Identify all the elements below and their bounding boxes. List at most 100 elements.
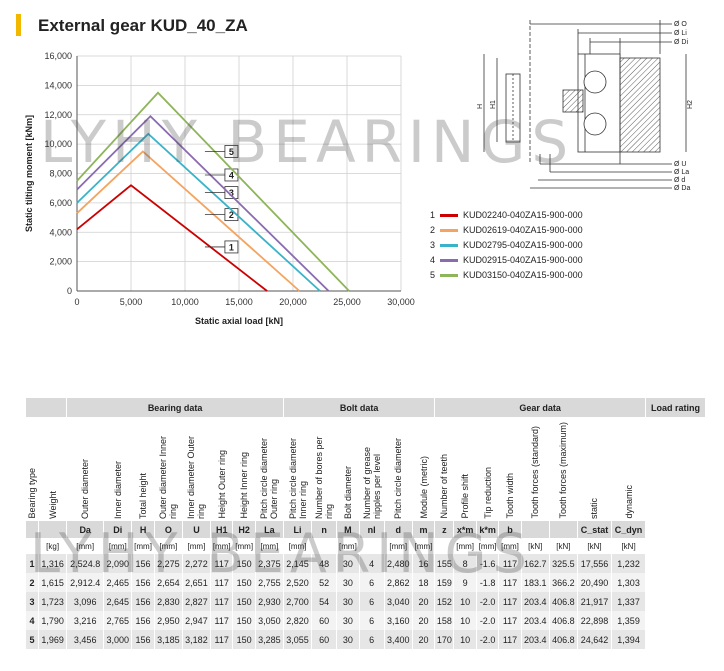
table-row: 3 1,723 3,096 2,645 156 2,830 2,827 117 150 2,930… [26,592,706,611]
table-unit [359,538,385,554]
table-symbol: d [384,521,413,538]
table-unit: [mm] [182,538,212,554]
table-symbol: k*m [476,521,500,538]
table-cell: 3,040 [384,592,413,611]
legend-swatch [440,274,458,277]
table-column-header: static [577,417,613,521]
table-unit: [kN] [577,538,613,554]
table-symbol [521,521,550,538]
table-unit: [kN] [611,538,647,554]
table-cell: 17,556 [577,554,613,573]
table-symbol: m [412,521,436,538]
chart-legend: 1 KUD02240-040ZA15-900-000 2 KUD02619-04… [430,208,583,283]
legend-text: KUD02240-040ZA15-900-000 [463,210,583,220]
table-cell: 30 [336,554,360,573]
table-unit: [mm] [336,538,360,554]
table-cell: 2,862 [384,573,413,592]
table-cell: 6 [359,573,385,592]
table-cell: 203.4 [521,630,550,649]
table-symbol: H1 [210,521,234,538]
table-cell: 3,050 [255,611,284,630]
table-cell: 2,145 [283,554,313,573]
table-column-header: Tip reduction [476,417,500,521]
table-cell: 30 [336,630,360,649]
legend-swatch [440,214,458,217]
table-cell: 2,480 [384,554,413,573]
dim-label-u: Ø U [674,161,686,168]
table-cell: 3,182 [182,630,212,649]
table-cell: 170 [434,630,455,649]
table-column-header: Module (metric) [412,417,436,521]
series-label-box [224,145,239,158]
table-column-header-label: Module (metric) [418,456,429,519]
table-column-header-label: Total height [138,472,149,519]
table-cell: 30 [336,573,360,592]
table-unit: [mm] [283,538,313,554]
table-cell: 117 [498,630,522,649]
y-tick-label: 6,000 [49,198,72,208]
table-column-header: Height Outer ring [210,417,234,521]
table-cell: 1,337 [611,592,647,611]
dim-label-li: Ø Li [674,30,687,37]
series-line-3 [76,132,321,292]
table-column-header-label: dynamic [623,485,634,519]
table-row: 1 1,316 2,524.8 2,090 156 2,275 2,272 117 150 2,3… [26,554,706,573]
table-column-header-label: Tip reduction [482,467,493,519]
table-column-header: dynamic [611,417,647,521]
table-cell: -2.0 [476,592,500,611]
table-cell: -2.0 [476,630,500,649]
table-cell: 22,898 [577,611,613,630]
table-cell: 1 [26,554,40,573]
table-cell: 117 [498,573,522,592]
table-column-header-label: Inner diameter [112,460,123,519]
y-tick-label: 14,000 [44,80,72,90]
table-cell: 406.8 [549,592,578,611]
table-cell: 52 [311,573,338,592]
series-line-1 [76,184,268,292]
table-cell: 18 [412,573,436,592]
table-cell: 183.1 [521,573,550,592]
table-cell: 117 [498,611,522,630]
table-cell: 48 [311,554,338,573]
table-group-header: Bearing data [66,398,284,417]
table-cell: 2,375 [255,554,284,573]
table-column-header-label: Pitch circle diameter [393,437,404,519]
legend-text: KUD02915-040ZA15-900-000 [463,255,583,265]
table-cell: 150 [232,554,256,573]
table-column-header: Number of teeth [434,417,455,521]
table-column-header-label: Tooth width [505,473,516,519]
table-cell: 1,723 [38,592,68,611]
table-unit: [mm] [255,538,284,554]
y-tick-label: 2,000 [49,257,72,267]
table-cell: 6 [359,592,385,611]
table-cell: 2,520 [283,573,313,592]
legend-number: 5 [430,270,436,280]
table-cell: 2,654 [154,573,183,592]
table-cell: 2,830 [154,592,183,611]
x-axis-label: Static axial load [kN] [195,316,283,326]
table-cell: 150 [232,592,256,611]
table-cell: 406.8 [549,630,578,649]
table-unit: [mm] [154,538,183,554]
table-column-header: Outer diameter [66,417,105,521]
x-tick-label: 25,000 [333,297,361,307]
series-line-2 [76,150,301,292]
table-column-header: Number of grease nipples per level [359,417,385,521]
table-cell: 3,000 [103,630,133,649]
drawing-shapes [483,20,687,189]
table-unit [434,538,455,554]
y-tick-label: 16,000 [44,51,72,61]
table-unit-row: [kg] [mm] [mm] [mm] [mm] [mm] [mm] [mm] [mm] [mm]… [26,538,706,554]
table-column-header: Inner diameter [103,417,133,521]
table-cell: 24,642 [577,630,613,649]
table-unit: [mm] [66,538,105,554]
table-cell: 150 [232,573,256,592]
table-cell: 3 [26,592,40,611]
table-unit [311,538,338,554]
table-unit: [mm] [232,538,256,554]
table-column-header-label: Height Outer ring [216,450,227,519]
table-group-header-row: Bearing data Bolt data Gear data Load ratin… [26,398,706,417]
table-group-header [26,398,68,417]
table-column-header: Pitch circle diameter Inner ring [283,417,313,521]
table-column-header-label: Pitch circle diameter Outer ring [259,437,280,519]
